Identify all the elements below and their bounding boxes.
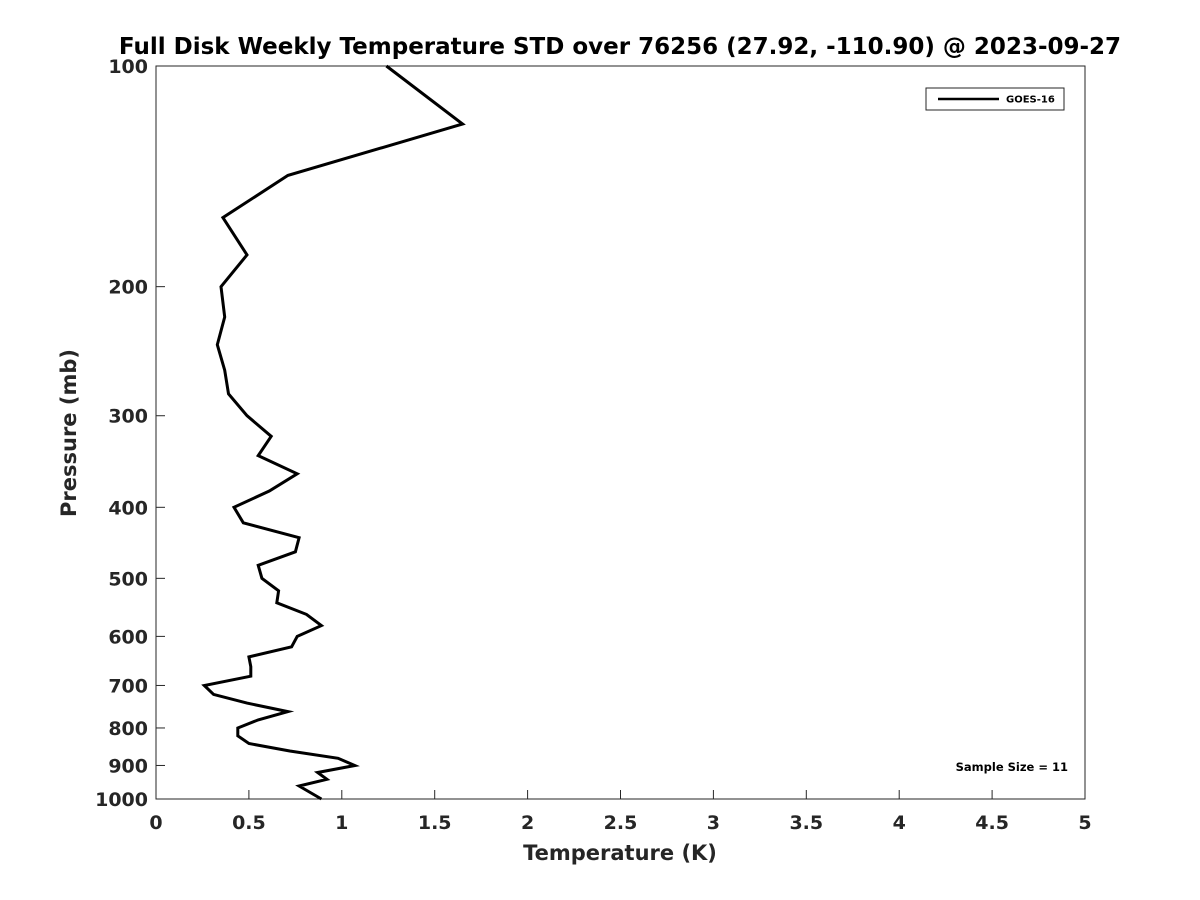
y-tick-label: 1000 xyxy=(95,789,148,811)
x-tick-label: 2.5 xyxy=(604,812,638,834)
y-axis-ticks: 100 200 300 400 500 600 700 800 900 1000 xyxy=(95,56,165,811)
x-tick-label: 0 xyxy=(149,812,162,834)
plot-area-frame xyxy=(155,65,1086,800)
x-tick-label: 2 xyxy=(521,812,534,834)
sample-size-annotation: Sample Size = 11 xyxy=(956,760,1068,774)
legend: GOES-16 xyxy=(925,87,1065,111)
y-tick-label: 800 xyxy=(108,718,148,740)
x-tick-label: 3 xyxy=(707,812,720,834)
y-tick-label: 700 xyxy=(108,675,148,697)
y-axis-label: Pressure (mb) xyxy=(57,349,81,517)
y-tick-label: 600 xyxy=(108,626,148,648)
x-tick-label: 0.5 xyxy=(232,812,266,834)
series-line-goes-16 xyxy=(201,64,466,801)
legend-label-goes-16: GOES-16 xyxy=(1006,95,1055,106)
chart-title: Full Disk Weekly Temperature STD over 76… xyxy=(119,34,1121,60)
y-tick-label: 400 xyxy=(108,497,148,519)
x-tick-label: 3.5 xyxy=(789,812,823,834)
y-tick-label: 200 xyxy=(108,277,148,299)
series-group xyxy=(201,64,466,801)
x-tick-label: 4.5 xyxy=(975,812,1009,834)
y-tick-label: 500 xyxy=(108,568,148,590)
x-axis-label: Temperature (K) xyxy=(523,841,717,865)
x-tick-label: 1 xyxy=(335,812,348,834)
y-tick-label: 900 xyxy=(108,755,148,777)
x-tick-label: 5 xyxy=(1078,812,1091,834)
x-tick-label: 4 xyxy=(893,812,906,834)
x-axis-ticks: 0 0.5 1 1.5 2 2.5 3 3.5 4 4.5 5 xyxy=(149,790,1092,834)
y-tick-label: 300 xyxy=(108,406,148,428)
y-tick-label: 100 xyxy=(108,56,148,78)
x-tick-label: 1.5 xyxy=(418,812,452,834)
